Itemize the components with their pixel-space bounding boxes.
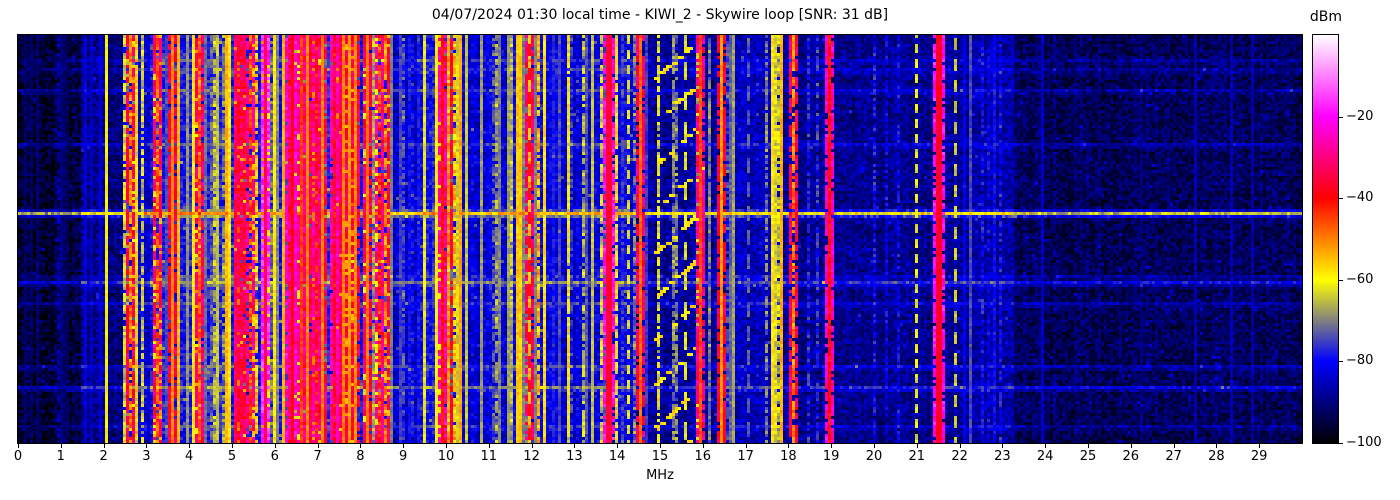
x-tick-label: 17 xyxy=(737,449,754,464)
x-tick-label: 8 xyxy=(356,449,365,464)
plot-title: 04/07/2024 01:30 local time - KIWI_2 - S… xyxy=(431,7,889,23)
x-tick-mark xyxy=(1088,444,1089,448)
x-tick-mark xyxy=(146,444,148,448)
colorbar-unit-label: dBm xyxy=(1309,9,1343,25)
x-tick-label: 24 xyxy=(1036,449,1054,464)
x-tick-mark xyxy=(274,444,276,448)
x-tick-label: 29 xyxy=(1250,449,1268,464)
colorbar-tick-label: −40 xyxy=(1346,190,1374,206)
x-tick-mark xyxy=(360,444,362,448)
x-tick-mark xyxy=(959,444,961,448)
x-tick-mark xyxy=(60,444,62,448)
x-tick-mark xyxy=(1045,444,1047,448)
x-tick-label: 5 xyxy=(227,449,237,464)
x-tick-label: 2 xyxy=(99,449,108,464)
x-tick-mark xyxy=(702,444,704,448)
x-tick-mark xyxy=(1216,444,1218,448)
x-tick-label: 15 xyxy=(651,449,669,464)
x-tick-label: 6 xyxy=(270,449,279,464)
x-tick-label: 26 xyxy=(1122,449,1140,464)
x-tick-mark xyxy=(446,444,447,448)
x-tick-label: 0 xyxy=(13,449,23,464)
colorbar-gradient xyxy=(1313,35,1338,443)
colorbar-tick-label: −80 xyxy=(1346,353,1374,369)
x-tick-mark xyxy=(232,444,233,448)
colorbar-tick-label: −100 xyxy=(1346,435,1382,450)
x-tick-mark xyxy=(317,444,319,448)
x-tick-mark xyxy=(788,444,790,448)
x-tick-label: 27 xyxy=(1165,449,1182,464)
x-tick-label: 12 xyxy=(523,449,540,464)
x-tick-label: 16 xyxy=(694,449,712,464)
x-tick-mark xyxy=(488,444,490,448)
x-tick-mark xyxy=(1259,444,1261,448)
x-tick-label: 23 xyxy=(994,449,1011,464)
colorbar-tick-mark xyxy=(1339,198,1343,200)
x-tick-label: 19 xyxy=(822,449,840,464)
x-tick-label: 7 xyxy=(313,449,322,464)
x-tick-label: 20 xyxy=(865,449,883,464)
colorbar-tick-label: −60 xyxy=(1346,271,1374,287)
x-tick-label: 25 xyxy=(1079,449,1097,464)
x-tick-mark xyxy=(617,444,619,448)
colorbar-tick-mark xyxy=(1339,279,1343,281)
colorbar-tick-label: −20 xyxy=(1346,108,1374,124)
waterfall-plot-area xyxy=(17,34,1303,444)
x-tick-label: 22 xyxy=(951,449,968,464)
x-tick-label: 28 xyxy=(1208,449,1225,464)
colorbar-tick-mark xyxy=(1339,116,1343,118)
x-tick-label: 10 xyxy=(437,449,455,464)
x-tick-mark xyxy=(189,444,191,448)
colorbar-tick-mark xyxy=(1339,361,1343,363)
x-tick-label: 14 xyxy=(608,449,626,464)
x-tick-mark xyxy=(531,444,533,448)
x-tick-label: 21 xyxy=(908,449,926,464)
x-tick-label: 13 xyxy=(566,449,583,464)
x-tick-mark xyxy=(660,444,661,448)
x-tick-mark xyxy=(745,444,747,448)
x-tick-label: 3 xyxy=(142,449,151,464)
x-tick-mark xyxy=(103,444,105,448)
x-tick-mark xyxy=(831,444,833,448)
x-tick-label: 1 xyxy=(56,449,65,464)
x-axis-label: MHz xyxy=(646,468,674,483)
x-tick-mark xyxy=(874,444,875,448)
waterfall-canvas xyxy=(18,35,1302,443)
x-tick-label: 4 xyxy=(185,449,194,464)
x-tick-mark xyxy=(18,444,19,448)
x-tick-label: 18 xyxy=(780,449,797,464)
x-tick-mark xyxy=(1002,444,1004,448)
x-tick-mark xyxy=(403,444,405,448)
x-tick-label: 9 xyxy=(399,449,408,464)
x-tick-mark xyxy=(1173,444,1175,448)
x-tick-mark xyxy=(574,444,576,448)
colorbar xyxy=(1312,34,1339,444)
x-tick-mark xyxy=(1130,444,1132,448)
x-tick-mark xyxy=(916,444,918,448)
x-tick-label: 11 xyxy=(480,449,498,464)
colorbar-tick-mark xyxy=(1339,443,1343,444)
